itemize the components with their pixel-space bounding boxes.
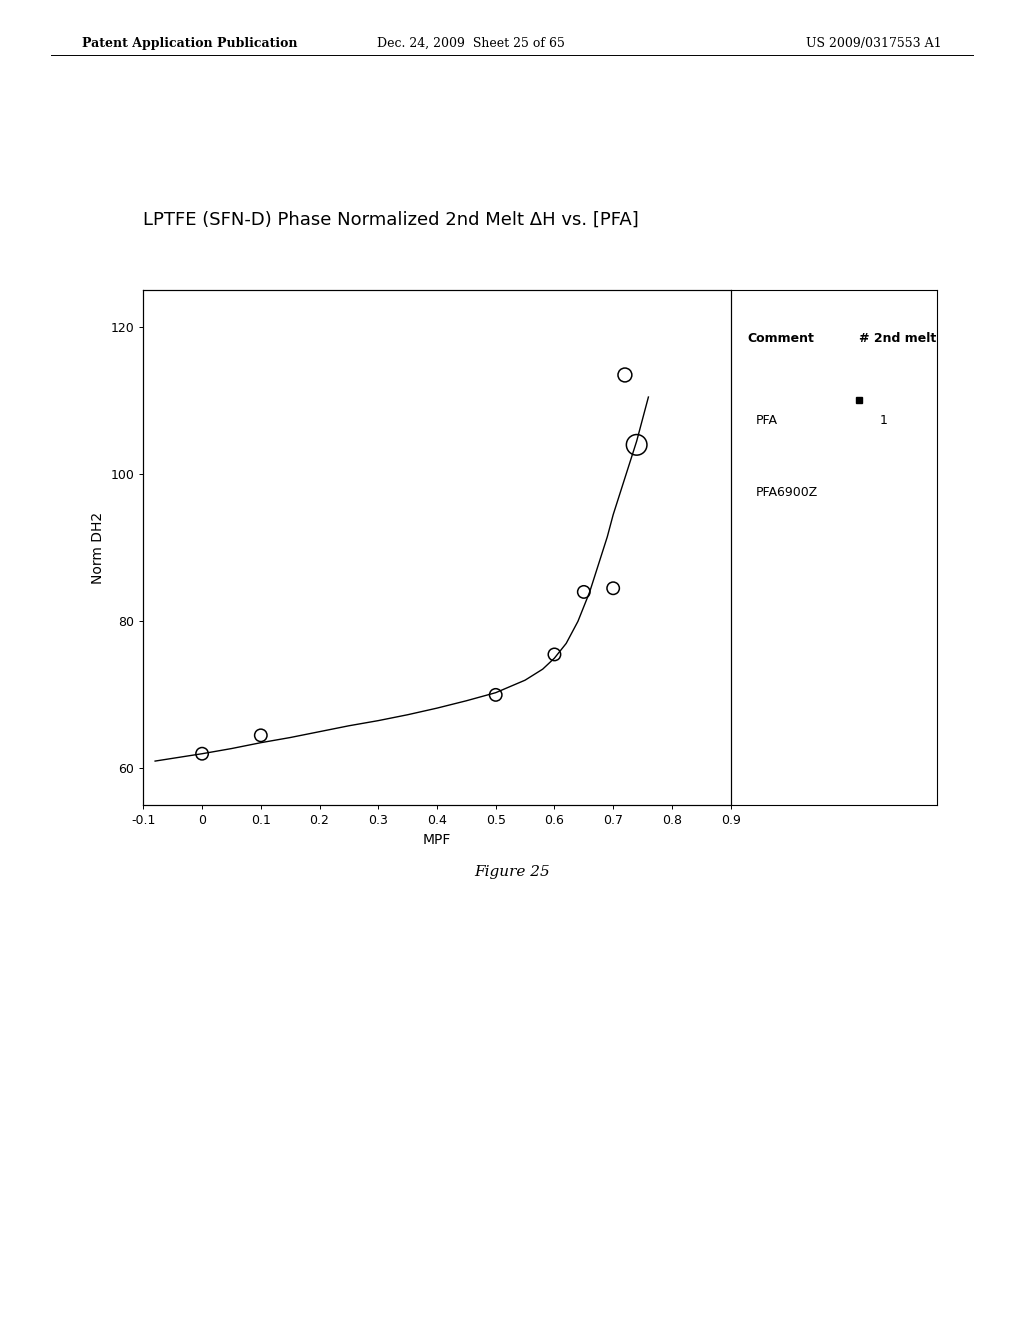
Y-axis label: Norm DH2: Norm DH2	[91, 512, 104, 583]
Point	[605, 578, 622, 599]
Text: PFA: PFA	[756, 414, 777, 426]
Text: 1: 1	[880, 414, 887, 426]
Text: Patent Application Publication: Patent Application Publication	[82, 37, 297, 50]
Point	[629, 434, 645, 455]
Text: Comment: Comment	[748, 331, 814, 345]
Point	[575, 581, 592, 602]
Text: Figure 25: Figure 25	[474, 865, 550, 879]
Text: PFA6900Z: PFA6900Z	[756, 486, 817, 499]
Text: Dec. 24, 2009  Sheet 25 of 65: Dec. 24, 2009 Sheet 25 of 65	[377, 37, 565, 50]
Point	[487, 684, 504, 705]
Point	[253, 725, 269, 746]
Text: LPTFE (SFN-D) Phase Normalized 2nd Melt ΔH vs. [PFA]: LPTFE (SFN-D) Phase Normalized 2nd Melt …	[143, 211, 639, 230]
Point	[616, 364, 633, 385]
Text: # 2nd melt: # 2nd melt	[858, 331, 936, 345]
Point	[194, 743, 210, 764]
Text: US 2009/0317553 A1: US 2009/0317553 A1	[807, 37, 942, 50]
X-axis label: MPF: MPF	[423, 833, 452, 847]
Point	[546, 644, 562, 665]
